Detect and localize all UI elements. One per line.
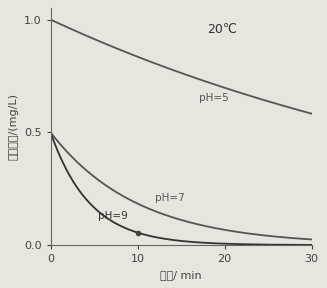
Text: pH=9: pH=9 bbox=[98, 211, 128, 221]
Text: 20℃: 20℃ bbox=[207, 22, 237, 35]
Text: pH=5: pH=5 bbox=[198, 93, 228, 103]
Text: pH=7: pH=7 bbox=[155, 193, 185, 203]
Y-axis label: 臭氧浓度/(mg/L): 臭氧浓度/(mg/L) bbox=[8, 93, 18, 160]
X-axis label: 时间/ min: 时间/ min bbox=[160, 270, 202, 280]
